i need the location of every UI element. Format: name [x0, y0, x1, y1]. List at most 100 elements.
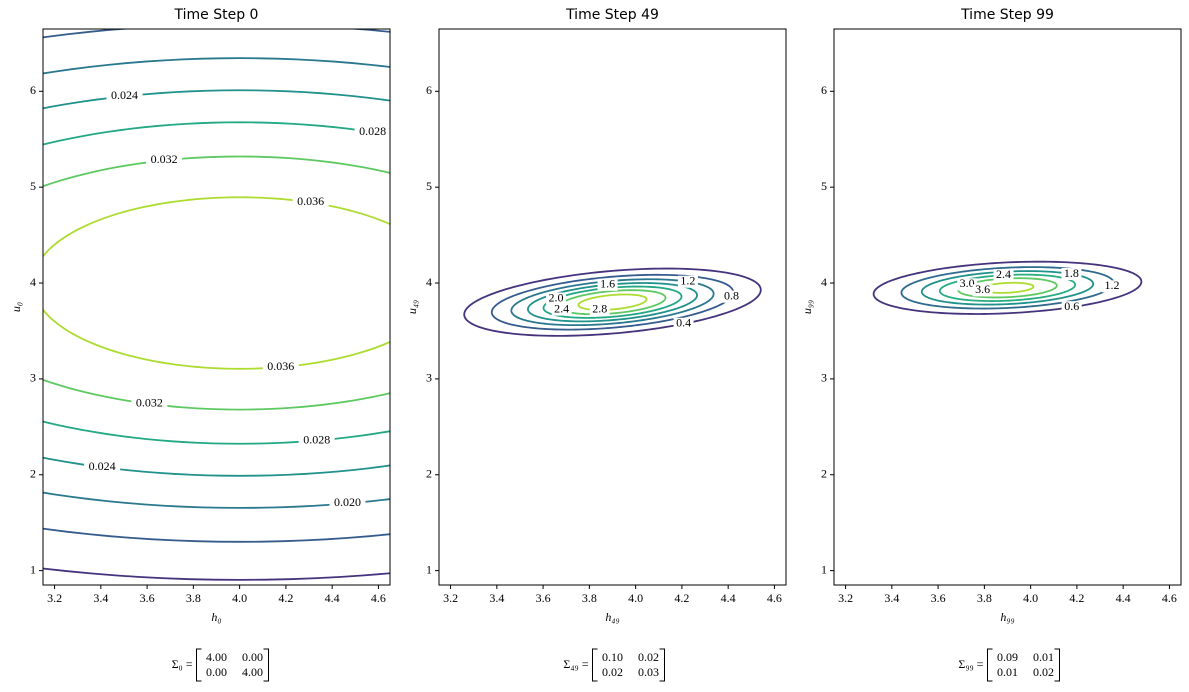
- y-tick-label: 3: [426, 371, 432, 385]
- y-tick-label: 1: [426, 562, 432, 576]
- x-tick-label: 3.2: [838, 591, 853, 605]
- y-tick-label: 5: [426, 179, 432, 193]
- plot-frame: [438, 28, 787, 586]
- contour-label: 0.028: [359, 124, 386, 138]
- x-tick-label: 4.0: [628, 591, 643, 605]
- contour-label: 0.036: [267, 359, 294, 373]
- contour-label: 2.8: [592, 302, 607, 316]
- contour-line: [510, 278, 715, 327]
- contour-label: 0.6: [1064, 299, 1079, 313]
- matrix-entry: 0.10: [602, 650, 623, 664]
- cov-label: Σ₄₉ =: [563, 657, 588, 671]
- matrix-entry: 4.00: [206, 650, 227, 664]
- matrix-entry: 0.02: [1033, 665, 1054, 679]
- contour-label: 0.024: [111, 88, 138, 102]
- contour-label: 3.6: [975, 282, 990, 296]
- matrix-entry: 0.01: [1033, 650, 1054, 664]
- matrix-entry: 0.02: [602, 665, 623, 679]
- x-axis-label: h₀: [211, 610, 221, 624]
- contour-label: 2.0: [549, 290, 564, 304]
- x-tick-label: 4.4: [721, 591, 736, 605]
- x-tick-label: 4.0: [232, 591, 247, 605]
- contour-label: 0.8: [724, 288, 739, 302]
- y-tick-label: 3: [30, 371, 36, 385]
- contour-label: 3.0: [960, 276, 975, 290]
- y-tick-label: 2: [30, 467, 36, 481]
- y-axis-label: u₀: [9, 302, 23, 312]
- contour-label: 1.2: [1105, 278, 1120, 292]
- plot-frame: [833, 28, 1182, 586]
- x-tick-label: 4.6: [767, 591, 782, 605]
- cov-label: Σ₉₉ =: [958, 657, 983, 671]
- x-tick-label: 3.4: [884, 591, 899, 605]
- contour-label: 0.4: [676, 316, 691, 330]
- contour-line: [490, 273, 735, 331]
- x-tick-label: 3.8: [582, 591, 597, 605]
- x-tick-label: 3.6: [536, 591, 551, 605]
- y-tick-label: 5: [821, 179, 827, 193]
- x-axis-label: h₄₉: [605, 610, 619, 624]
- x-tick-label: 4.2: [1069, 591, 1084, 605]
- contour-line: [577, 293, 648, 311]
- matrix-entry: 0.09: [997, 650, 1018, 664]
- matrix-bracket: [987, 648, 1060, 682]
- contour-label: 0.024: [89, 459, 116, 473]
- matrix-entry: 0.03: [638, 665, 659, 679]
- x-tick-label: 4.4: [325, 591, 340, 605]
- matrix-entry: 4.00: [242, 665, 263, 679]
- x-tick-label: 3.4: [489, 591, 504, 605]
- x-tick-label: 4.2: [674, 591, 689, 605]
- x-tick-label: 3.2: [443, 591, 458, 605]
- plot-frame: [42, 28, 391, 586]
- y-tick-label: 1: [821, 562, 827, 576]
- x-tick-label: 3.8: [977, 591, 992, 605]
- matrix-bracket: [196, 648, 269, 682]
- x-tick-label: 4.6: [1162, 591, 1177, 605]
- contour-label: 1.6: [600, 277, 615, 291]
- contour-label: 1.8: [1064, 266, 1079, 280]
- x-tick-label: 3.4: [93, 591, 108, 605]
- y-tick-label: 4: [426, 275, 432, 289]
- contour-label: 0.032: [136, 396, 163, 410]
- y-tick-label: 5: [30, 179, 36, 193]
- x-tick-label: 4.0: [1023, 591, 1038, 605]
- contour-label: 1.2: [680, 273, 695, 287]
- contour-label: 2.4: [996, 267, 1011, 281]
- x-tick-label: 3.2: [47, 591, 62, 605]
- y-tick-label: 3: [821, 371, 827, 385]
- panel-title: Time Step 0: [174, 7, 259, 23]
- y-axis-label: u₄₉: [405, 300, 419, 314]
- x-tick-label: 4.6: [371, 591, 386, 605]
- contour-label: 0.036: [297, 194, 324, 208]
- x-axis-label: h₉₉: [1000, 610, 1014, 624]
- panel-title: Time Step 99: [960, 7, 1054, 23]
- matrix-entry: 0.00: [206, 665, 227, 679]
- contour-line: [527, 282, 698, 323]
- x-tick-label: 4.4: [1116, 591, 1131, 605]
- contour-label: 0.032: [151, 152, 178, 166]
- matrix-entry: 0.00: [242, 650, 263, 664]
- contour-label: 0.020: [334, 495, 361, 509]
- y-tick-label: 2: [821, 467, 827, 481]
- matrix-entry: 0.01: [997, 665, 1018, 679]
- y-tick-label: 4: [821, 275, 827, 289]
- contour-line: [542, 285, 683, 319]
- y-tick-label: 2: [426, 467, 432, 481]
- panel-title: Time Step 49: [565, 7, 659, 23]
- plot-area: [43, 29, 390, 581]
- y-tick-label: 6: [426, 83, 432, 97]
- contour-line: [938, 273, 1077, 302]
- x-tick-label: 3.6: [931, 591, 946, 605]
- y-tick-label: 1: [30, 562, 36, 576]
- cov-label: Σ₀ =: [172, 657, 193, 671]
- y-tick-label: 6: [821, 83, 827, 97]
- contour-line: [43, 567, 390, 581]
- matrix-entry: 0.02: [638, 650, 659, 664]
- y-tick-label: 4: [30, 275, 36, 289]
- y-axis-label: u₉₉: [800, 300, 814, 314]
- y-tick-label: 6: [30, 83, 36, 97]
- contour-label: 0.028: [303, 432, 330, 446]
- x-tick-label: 4.2: [278, 591, 293, 605]
- contour-line: [900, 266, 1115, 310]
